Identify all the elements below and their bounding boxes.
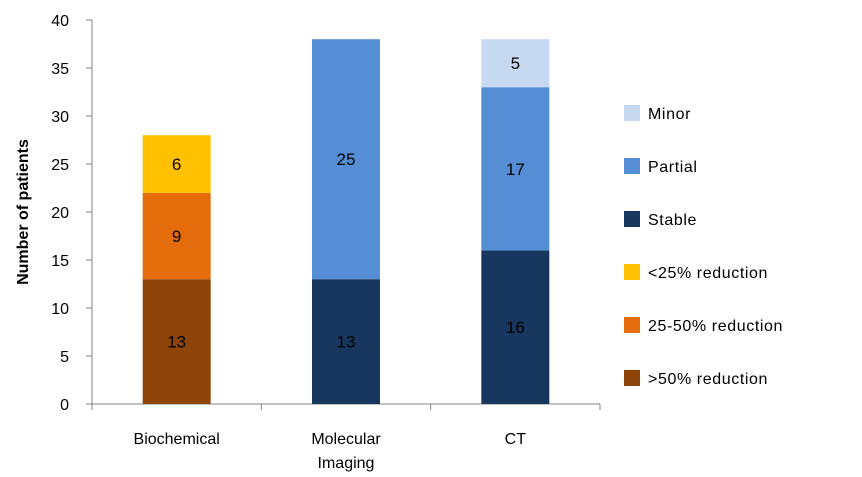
bar-segment-stable xyxy=(481,250,550,404)
y-axis: 0 5 10 15 20 25 30 35 40 xyxy=(51,13,93,414)
data-label: 5 xyxy=(511,54,520,73)
x-category-label-line: Biochemical xyxy=(134,431,220,448)
y-tick-label: 35 xyxy=(51,61,69,78)
x-category-label-line: CT xyxy=(505,431,527,448)
y-tick-label: 5 xyxy=(60,349,69,366)
y-tick-label: 10 xyxy=(51,301,69,318)
y-tick-label: 20 xyxy=(51,205,69,222)
legend-swatch xyxy=(624,264,640,280)
legend: Minor Partial Stable <25% reduction 25-50% r… xyxy=(624,105,783,388)
x-category-label: Molecular Imaging xyxy=(311,431,381,472)
bar-segment-stable xyxy=(312,279,380,404)
bar-segment-50-reduction xyxy=(142,279,211,404)
x-category-label: Biochemical xyxy=(134,431,220,448)
y-tick-label: 25 xyxy=(51,157,69,174)
bar-segment-25-reduction xyxy=(142,135,211,193)
data-label: 25 xyxy=(337,150,356,169)
legend-swatch xyxy=(624,317,640,333)
legend-label: 25-50% reduction xyxy=(648,318,783,335)
x-axis: Biochemical Molecular Imaging CT xyxy=(91,403,601,472)
y-tick-label: 15 xyxy=(51,253,69,270)
legend-swatch xyxy=(624,370,640,386)
data-label: 9 xyxy=(172,227,181,246)
bar-segment-minor xyxy=(481,39,550,88)
y-tick-label: 40 xyxy=(51,13,69,30)
data-label: 13 xyxy=(337,333,356,352)
data-label: 16 xyxy=(506,318,525,337)
legend-label: Stable xyxy=(648,212,697,229)
data-label: 17 xyxy=(506,160,525,179)
y-tick-label: 0 xyxy=(60,397,69,414)
y-axis-label: Number of patients xyxy=(15,139,32,285)
legend-label: Minor xyxy=(648,106,691,123)
data-label: 13 xyxy=(167,333,186,352)
legend-swatch xyxy=(624,105,640,121)
bars: 13 9 6 13 25 16 17 5 xyxy=(142,39,550,404)
legend-swatch xyxy=(624,158,640,174)
x-category-label-line: Molecular xyxy=(311,431,381,448)
legend-swatch xyxy=(624,211,640,227)
legend-label: <25% reduction xyxy=(648,265,768,282)
x-category-label: CT xyxy=(505,431,527,448)
bar-segment-partial xyxy=(481,87,550,251)
legend-label: Partial xyxy=(648,159,698,176)
bar-segment-25-50-reduction xyxy=(142,192,211,280)
bar-segment-partial xyxy=(312,39,380,280)
data-label: 6 xyxy=(172,155,181,174)
legend-label: >50% reduction xyxy=(648,371,768,388)
x-category-label-line: Imaging xyxy=(318,455,375,472)
y-tick-label: 30 xyxy=(51,109,69,126)
